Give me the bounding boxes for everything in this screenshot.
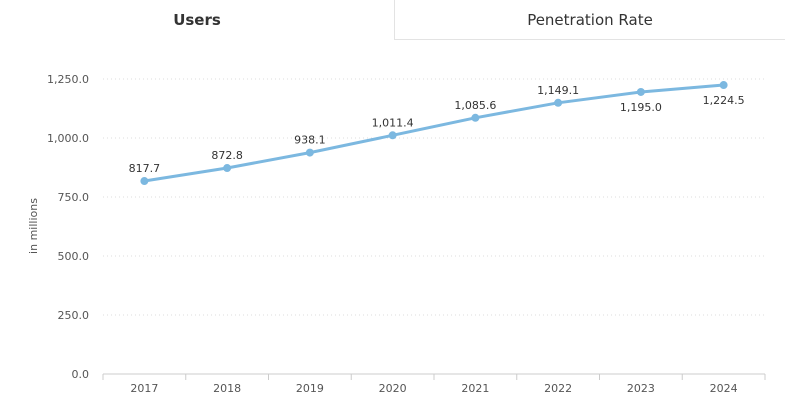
axes: 0.0 250.0 500.0 750.0 1,000.0 1,250.0 2017 2018… [47, 73, 766, 395]
data-label: 1,085.6 [454, 99, 496, 112]
tab-penetration-rate[interactable]: Penetration Rate [394, 0, 785, 40]
x-tick-label: 2018 [213, 382, 241, 395]
y-tick-label: 750.0 [58, 191, 90, 204]
x-tick-label: 2023 [627, 382, 655, 395]
data-label: 1,011.4 [372, 116, 414, 129]
x-tick-label: 2021 [461, 382, 489, 395]
tab-bar: Users Penetration Rate [0, 0, 785, 40]
y-tick-label: 500.0 [58, 250, 90, 263]
x-tick-label: 2024 [710, 382, 738, 395]
grid-lines [103, 78, 765, 316]
data-point[interactable] [554, 98, 563, 107]
y-axis-label: in millions [27, 198, 40, 254]
data-point[interactable] [305, 148, 314, 157]
data-label: 1,195.0 [620, 101, 662, 114]
data-point[interactable] [140, 177, 149, 186]
data-point[interactable] [223, 164, 232, 173]
data-point[interactable] [388, 131, 397, 140]
y-tick-label: 0.0 [72, 368, 90, 381]
data-point[interactable] [719, 81, 728, 90]
y-tick-label: 250.0 [58, 309, 90, 322]
x-tick-label: 2020 [379, 382, 407, 395]
data-label: 938.1 [294, 134, 326, 147]
data-label: 872.8 [211, 149, 243, 162]
data-label: 1,224.5 [703, 94, 745, 107]
x-tick-label: 2019 [296, 382, 324, 395]
tab-users[interactable]: Users [0, 0, 394, 40]
x-tick-label: 2022 [544, 382, 572, 395]
data-labels: 817.7 872.8 938.1 1,011.4 1,085.6 1,149.1 1,19… [129, 84, 745, 175]
y-tick-label: 1,000.0 [47, 132, 89, 145]
data-label: 1,149.1 [537, 84, 579, 97]
series-users [140, 81, 728, 186]
y-tick-label: 1,250.0 [47, 73, 89, 86]
x-tick-label: 2017 [130, 382, 158, 395]
data-point[interactable] [471, 113, 480, 122]
data-point[interactable] [636, 87, 645, 96]
data-label: 817.7 [129, 162, 161, 175]
series-line [142, 83, 726, 183]
